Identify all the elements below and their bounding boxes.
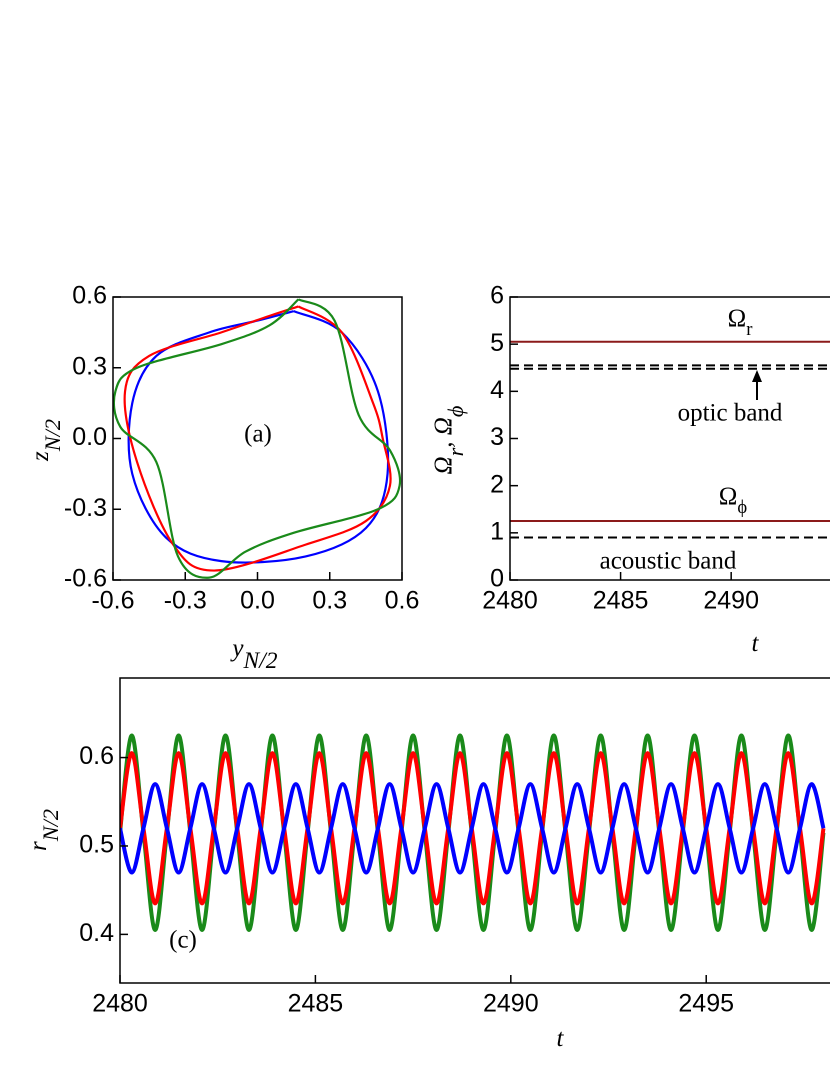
y-tick-label: 0.0 bbox=[72, 423, 107, 451]
x-axis-label: t bbox=[752, 630, 760, 657]
x-axis-label-part: y bbox=[229, 635, 244, 662]
annotation-part: r bbox=[746, 319, 753, 340]
y-axis-label-part: z bbox=[27, 451, 54, 462]
data-line bbox=[120, 782, 826, 875]
y-axis-label-part: N/2 bbox=[38, 809, 63, 842]
y-tick-label: 0.6 bbox=[79, 742, 114, 770]
y-axis-label: Ωr, Ωϕ bbox=[430, 405, 468, 474]
y-tick-label: 0.5 bbox=[79, 831, 114, 859]
x-tick-label: -0.6 bbox=[91, 587, 134, 615]
annotation: optic band bbox=[678, 400, 783, 427]
x-tick-label: 0.0 bbox=[240, 587, 275, 615]
x-axis-label: t bbox=[557, 1025, 565, 1052]
y-axis-label-part: , Ω bbox=[430, 417, 457, 448]
y-tick-label: 5 bbox=[490, 329, 504, 357]
y-tick-label: 0.4 bbox=[79, 919, 114, 947]
y-axis-label-part: N/2 bbox=[40, 419, 65, 452]
data-line bbox=[123, 305, 392, 572]
arrow-head bbox=[752, 370, 762, 382]
y-axis-label: rN/2 bbox=[25, 809, 63, 851]
y-tick-label: 3 bbox=[490, 423, 504, 451]
y-axis-label-part: r bbox=[443, 447, 468, 456]
x-tick-label: 2480 bbox=[92, 990, 148, 1018]
x-tick-label: 0.6 bbox=[385, 587, 420, 615]
y-tick-label: 2 bbox=[490, 470, 504, 498]
y-axis-label-part: r bbox=[25, 841, 52, 851]
data-line bbox=[113, 298, 402, 579]
y-tick-label: 1 bbox=[490, 517, 504, 545]
plot-area bbox=[113, 298, 402, 579]
annotation-part: Ω bbox=[728, 305, 747, 332]
y-tick-label: 4 bbox=[490, 376, 504, 404]
annotation: acoustic band bbox=[600, 548, 737, 575]
annotation: (a) bbox=[244, 421, 272, 448]
x-axis-label-part: N/2 bbox=[243, 648, 278, 674]
x-tick-label: 2490 bbox=[703, 587, 759, 615]
plot-area bbox=[510, 340, 830, 539]
y-axis-label: zN/2 bbox=[27, 419, 65, 462]
x-tick-label: 2490 bbox=[483, 990, 539, 1018]
x-tick-label: 2485 bbox=[593, 587, 649, 615]
x-tick-label: 2480 bbox=[482, 587, 538, 615]
y-tick-label: 0.6 bbox=[72, 282, 107, 310]
plot-frame bbox=[119, 677, 830, 984]
y-axis-label-part: ϕ bbox=[443, 405, 468, 417]
x-tick-label: 0.3 bbox=[312, 587, 347, 615]
x-tick-label: 2485 bbox=[288, 990, 344, 1018]
annotation-part: Ω bbox=[719, 483, 738, 510]
x-axis-label-part: t bbox=[557, 1025, 565, 1052]
x-axis-label-part: t bbox=[752, 630, 760, 657]
data-line bbox=[127, 310, 390, 564]
annotation-part: ϕ bbox=[737, 497, 747, 518]
x-axis-label: yN/2 bbox=[229, 635, 277, 675]
plot-area bbox=[120, 733, 826, 932]
y-tick-label: 0 bbox=[490, 565, 504, 593]
y-tick-label: -0.3 bbox=[64, 494, 107, 522]
x-tick-label: 2495 bbox=[678, 990, 734, 1018]
annotation: Ωr bbox=[728, 305, 754, 340]
y-tick-label: -0.6 bbox=[64, 565, 107, 593]
y-tick-label: 0.3 bbox=[72, 352, 107, 380]
annotation: Ωϕ bbox=[719, 483, 748, 518]
annotation: (c) bbox=[169, 927, 197, 954]
y-tick-label: 6 bbox=[490, 282, 504, 310]
y-axis-label-part: Ω bbox=[430, 456, 457, 474]
x-tick-label: -0.3 bbox=[164, 587, 207, 615]
